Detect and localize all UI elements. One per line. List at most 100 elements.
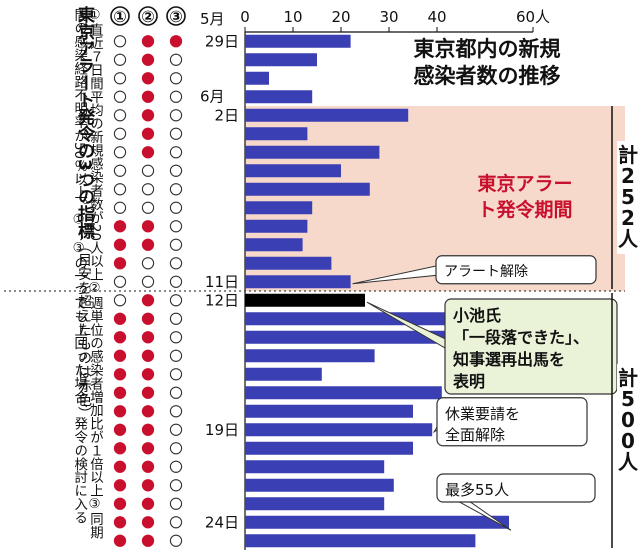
indicator-dot-exceeded	[113, 238, 127, 251]
chart-title-line: 感染者数の推移	[414, 64, 561, 88]
annotation-text: 小池氏「一段落できた」、知事選再出馬を表明	[452, 306, 589, 391]
indicator-dot-exceeded	[113, 257, 127, 270]
indicator-dot-normal	[169, 516, 183, 529]
indicator-dot-exceeded	[141, 534, 155, 547]
date-label: 24日	[205, 513, 239, 531]
bar-5-31	[245, 71, 269, 85]
annotation-line: 小池氏	[453, 306, 501, 325]
bar-6-4	[245, 145, 380, 159]
indicator-dot-exceeded	[113, 349, 127, 362]
indicator-dot-exceeded	[141, 442, 155, 455]
indicator-dot-normal	[169, 164, 183, 177]
indicator-dot-normal	[169, 460, 183, 473]
indicator-dot-exceeded	[141, 312, 155, 325]
indicator-dot-normal	[169, 127, 183, 140]
total-label-bg	[617, 141, 639, 254]
indicator-dot-normal	[113, 90, 127, 103]
indicator-title-main: 東京アラート発令の3つの指標	[74, 6, 95, 239]
indicator-dot-normal	[169, 534, 183, 547]
total-label-char: 人	[618, 450, 639, 474]
bar-5-30	[245, 53, 317, 67]
bar-6-10	[245, 256, 332, 270]
indicator-dot-normal	[169, 423, 183, 436]
total-label-char: 0	[621, 429, 635, 453]
bar-6-6	[245, 182, 370, 196]
indicator-dot-normal	[113, 53, 127, 66]
alert-period-label-line: 東京アラー	[477, 172, 572, 195]
bar-6-12	[245, 293, 365, 307]
indicator-dot-normal	[169, 442, 183, 455]
annotation-text: アラート解除	[444, 264, 528, 280]
total-label-char: 0	[621, 408, 635, 432]
indicator-column-label: ②	[141, 7, 155, 26]
bar-6-19	[245, 423, 433, 437]
x-tick-label: 0	[240, 8, 250, 26]
indicator-column-badge	[138, 6, 158, 26]
indicator-dot-exceeded	[141, 368, 155, 381]
indicator-dot-normal	[113, 183, 127, 196]
bar-5-29	[245, 34, 351, 48]
indicator-dot-normal	[169, 275, 183, 288]
indicator-dot-normal	[141, 257, 155, 270]
indicator-dot-normal	[113, 109, 127, 122]
annotation-line: 最多55人	[445, 481, 509, 499]
indicator-dot-normal	[169, 312, 183, 325]
annotation-line: 知事選再出馬を	[453, 350, 565, 369]
bar-6-13	[245, 312, 471, 326]
indicator-dot-normal	[169, 257, 183, 270]
bar-6-14	[245, 330, 476, 344]
alert-period-label: 東京アラート発令期間	[477, 172, 572, 221]
annotation-line: 「一段落できた」、	[453, 328, 589, 347]
month-label-june: 6月	[200, 87, 225, 105]
indicator-dot-exceeded	[113, 220, 127, 233]
annotation-pointer	[366, 301, 452, 353]
indicator-dot-normal	[113, 127, 127, 140]
indicator-dot-normal	[169, 201, 183, 214]
indicator-dot-normal	[169, 294, 183, 307]
total-label-char: 人	[618, 227, 639, 251]
indicator-dot-exceeded	[141, 479, 155, 492]
indicator-dot-exceeded	[141, 497, 155, 510]
indicator-dot-normal	[169, 72, 183, 85]
bar-6-17	[245, 386, 442, 400]
bar-6-25	[245, 534, 476, 548]
indicator-dot-exceeded	[141, 35, 155, 48]
bar-6-11	[245, 275, 351, 289]
indicator-dot-exceeded	[169, 35, 183, 48]
bar-6-24	[245, 515, 509, 529]
date-label: 29日	[205, 32, 239, 50]
indicator-dot-normal	[113, 72, 127, 85]
annotation-line: アラート解除	[444, 264, 528, 280]
indicator-dot-normal	[169, 405, 183, 418]
indicator-notes: ①直近７日間平均の新規感染者数が20人以上②週単位の感染者増加比が１倍以上③同期…	[71, 8, 102, 540]
total-label-char: 2	[621, 206, 635, 230]
indicator-dot-normal	[141, 201, 155, 214]
indicator-dot-exceeded	[141, 72, 155, 85]
annotation-box	[435, 255, 597, 285]
indicator-title-sub: （目安を超えたものは赤色）	[76, 238, 93, 421]
total-label-char: 5	[621, 185, 635, 209]
annotation-line: 休業要請を	[445, 405, 520, 423]
indicator-dot-normal	[113, 164, 127, 177]
indicator-dot-normal	[141, 164, 155, 177]
date-label: 12日	[205, 291, 239, 309]
indicator-dot-exceeded	[141, 405, 155, 418]
chart-title: 東京都内の新規感染者数の推移	[414, 37, 561, 88]
indicator-dot-exceeded	[141, 220, 155, 233]
alert-period-label-line: ト発令期間	[477, 198, 572, 221]
date-label: 11日	[205, 273, 239, 291]
indicator-dot-normal	[169, 109, 183, 122]
annotation-text: 休業要請を全面解除	[445, 405, 520, 444]
indicator-dot-normal	[169, 386, 183, 399]
indicator-title: 東京アラート発令の3つの指標（目安を超えたものは赤色）	[74, 6, 94, 546]
annotation-box	[436, 473, 596, 503]
date-label: 2日	[214, 106, 239, 124]
indicator-dot-exceeded	[141, 516, 155, 529]
indicator-dot-normal	[169, 90, 183, 103]
indicator-dot-exceeded	[141, 127, 155, 140]
indicator-dot-exceeded	[113, 312, 127, 325]
x-tick-label: 30	[379, 8, 398, 26]
indicator-dot-exceeded	[113, 331, 127, 344]
indicator-dot-exceeded	[141, 349, 155, 362]
